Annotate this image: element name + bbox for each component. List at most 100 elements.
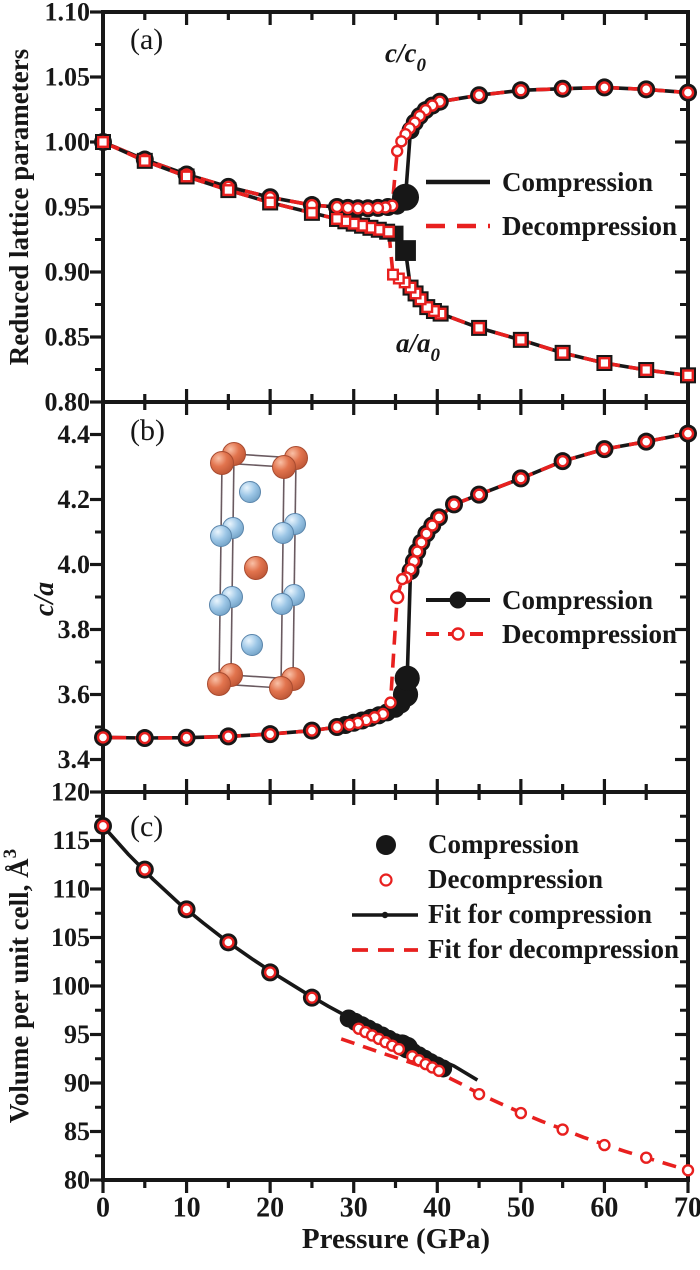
legend-row: Compression <box>424 160 677 204</box>
atom-orange <box>269 676 293 700</box>
legend-label: Compression <box>502 166 654 197</box>
atom-orange <box>210 451 234 475</box>
y-tick-label: 0.90 <box>45 258 91 287</box>
y-tick-label: 3.6 <box>58 680 91 709</box>
atom-orange <box>272 455 296 479</box>
data-point-decompression <box>263 727 277 741</box>
data-point-decompression <box>96 731 110 744</box>
y-tick-label: 0.85 <box>45 323 91 352</box>
data-point-decompression <box>96 135 109 148</box>
legend-sample-dash-open-circle <box>426 627 490 641</box>
data-point-decompression <box>361 202 375 215</box>
legend-label: Decompression <box>502 210 677 241</box>
data-point-decompression <box>392 1042 406 1056</box>
unit-cell-edge <box>292 457 297 680</box>
y-axis-title-b: c/a <box>29 582 60 616</box>
y-tick-label: 1.00 <box>45 128 91 157</box>
data-point-compression <box>395 240 416 261</box>
panel-c-letter: (c) <box>130 810 163 843</box>
y-tick-label: 95 <box>64 1020 90 1049</box>
x-tick-label: 40 <box>423 1193 451 1224</box>
x-tick-label: 10 <box>173 1193 201 1224</box>
data-point-decompression <box>598 81 611 94</box>
y-tick-label: 4.0 <box>58 550 91 579</box>
data-point-decompression <box>96 819 110 833</box>
data-point-decompression <box>395 572 409 586</box>
data-point-decompression <box>514 333 527 346</box>
data-point-decompression <box>384 696 397 709</box>
y-tick-label: 1.10 <box>45 0 91 27</box>
series-line-a-a0-decompression <box>102 140 689 378</box>
legend-sample-solid-line <box>426 179 490 185</box>
data-point-decompression <box>640 435 653 448</box>
data-point-decompression <box>598 1138 611 1152</box>
data-point-decompression <box>386 268 399 281</box>
data-point-decompression <box>138 731 151 745</box>
y-tick-label: 4.4 <box>58 420 91 449</box>
data-point-decompression <box>472 1087 486 1101</box>
data-point-decompression <box>343 718 356 731</box>
y-tick-label: 0.95 <box>45 193 91 222</box>
unit-cell-edge <box>218 462 223 685</box>
legend-row: Compression <box>350 827 679 862</box>
legend-row: Fit for compression <box>350 897 679 932</box>
atom-blue <box>241 634 263 656</box>
x-tick-label: 70 <box>674 1193 700 1224</box>
data-point-decompression <box>426 519 439 532</box>
y-tick-label: 90 <box>64 1069 90 1098</box>
data-point-decompression <box>598 357 611 370</box>
data-point-decompression <box>447 498 461 511</box>
legend-sample-fit-dashed <box>352 947 418 952</box>
data-point-decompression <box>382 225 395 238</box>
data-point-decompression <box>330 200 344 214</box>
x-tick-label: 60 <box>590 1193 618 1224</box>
data-point-decompression <box>222 936 235 949</box>
data-point-decompression <box>432 1064 446 1078</box>
atom-blue <box>210 525 232 547</box>
y-tick-label: 3.4 <box>58 745 91 774</box>
data-point-decompression <box>473 321 486 334</box>
panel-a-letter: (a) <box>130 23 163 56</box>
curve-label-aa0: a/a0 <box>396 328 441 366</box>
data-point-decompression <box>331 212 344 225</box>
legend-sample-dashed-line <box>426 223 490 229</box>
data-point-decompression <box>330 720 344 734</box>
y-tick-label: 4.2 <box>58 485 91 514</box>
data-point-decompression <box>556 82 569 95</box>
legend-label: Compression <box>502 584 654 615</box>
y-tick-label: 110 <box>52 875 90 904</box>
legend-label: Fit for decompression <box>428 934 679 964</box>
data-point-decompression <box>305 991 319 1004</box>
data-point-compression <box>392 183 420 211</box>
legend-panel-c: Compression Decompression Fit for compress… <box>350 827 679 967</box>
legend-label: Decompression <box>502 618 677 649</box>
legend-sample-filled-circle <box>376 834 396 855</box>
legend-label: Fit for compression <box>428 899 652 929</box>
atom-orange <box>207 672 231 696</box>
y-tick-label: 80 <box>64 1166 90 1195</box>
data-point-decompression <box>640 1151 653 1164</box>
legend-sample-fit-solid <box>352 911 418 918</box>
generated-plot-layer: 1.10 1.05 1.00 0.95 0.90 0.85 0.80 4.4 4.2 4.0 3.8… <box>45 0 700 1224</box>
data-point-decompression <box>180 903 193 916</box>
legend-row: Compression <box>424 583 677 617</box>
legend-label: Decompression <box>428 864 603 894</box>
x-tick-label: 0 <box>96 1193 110 1224</box>
atom-blue <box>271 593 293 615</box>
legend-row: Decompression <box>350 862 679 897</box>
data-point-decompression <box>305 724 319 737</box>
data-point-decompression <box>420 527 433 540</box>
data-point-decompression <box>514 84 528 97</box>
atom-blue <box>239 481 261 503</box>
data-point-decompression <box>472 488 486 501</box>
y-tick-label: 1.05 <box>45 63 91 92</box>
unit-cell-edge <box>230 453 235 676</box>
data-point-decompression <box>395 135 408 148</box>
y-tick-label: 105 <box>51 923 90 952</box>
legend-row: Fit for decompression <box>350 932 679 967</box>
legend-sample-line-filled-circle <box>426 591 490 609</box>
data-point-decompression <box>556 454 569 468</box>
data-point-decompression <box>305 206 318 219</box>
data-point-decompression <box>432 511 446 524</box>
